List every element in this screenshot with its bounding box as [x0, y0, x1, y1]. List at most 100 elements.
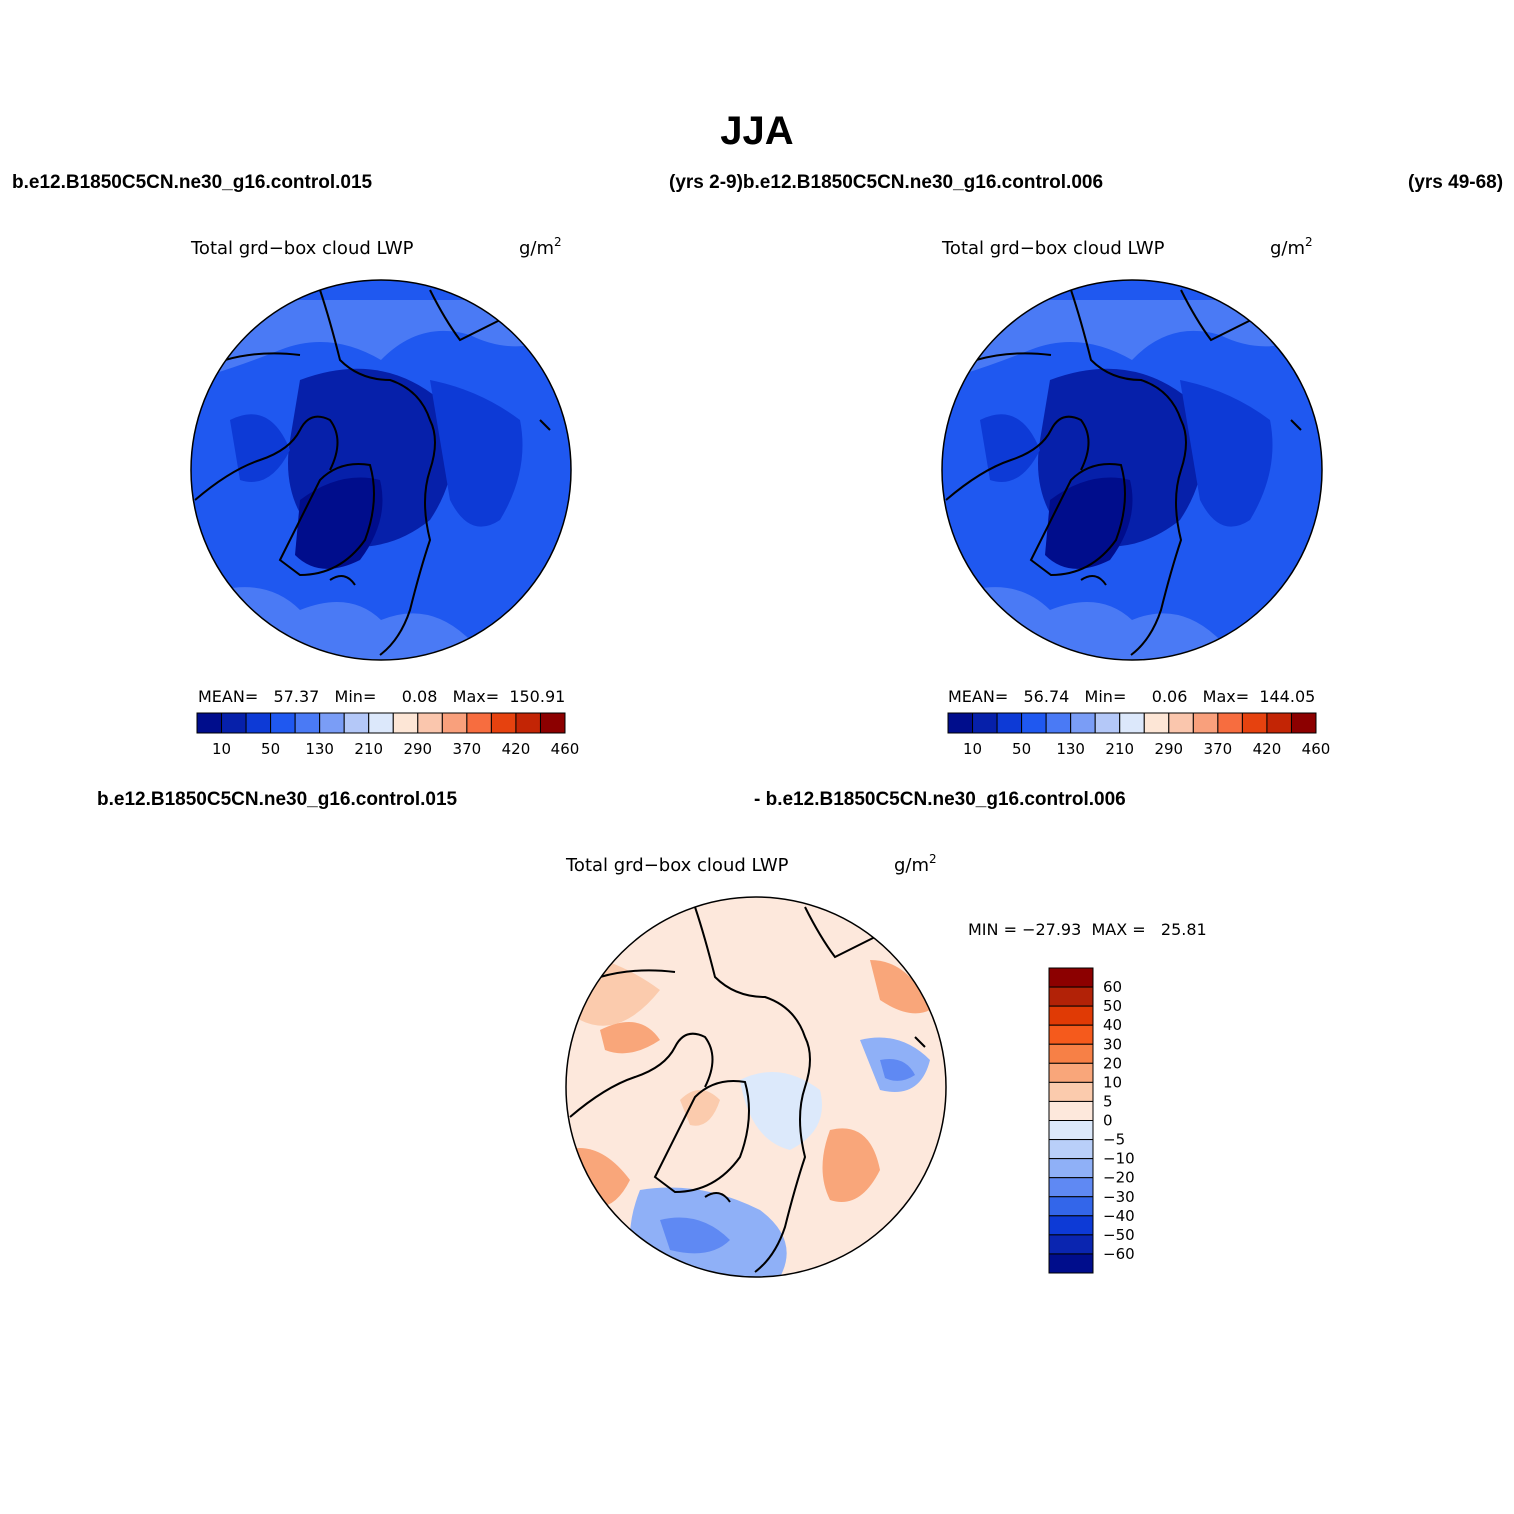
colorbar-tick-label: −10 — [1103, 1150, 1135, 1168]
colorbar-tick-label: 5 — [1103, 1092, 1113, 1110]
colorbar-tick-label: −40 — [1103, 1207, 1135, 1225]
colorbar-swatch — [368, 712, 394, 734]
colorbar-swatch — [196, 712, 223, 734]
colorbar-swatch — [245, 712, 272, 734]
colorbar-swatch — [1021, 712, 1047, 734]
panel-diff: Total grd−box cloud LWP g/m2 — [565, 852, 1207, 1278]
colorbar-swatch — [1192, 712, 1219, 734]
panel-right-stats: MEAN= 56.74 Min= 0.06 Max= 144.05 — [948, 687, 1315, 706]
colorbar-tick-label: 50 — [1103, 997, 1122, 1015]
colorbar-swatch — [417, 712, 443, 734]
colorbar-swatch — [1241, 712, 1268, 734]
colorbar-swatch — [947, 712, 974, 734]
polar-map-left — [191, 280, 571, 660]
coastlines-diff — [569, 906, 926, 1273]
colorbar-swatch — [539, 712, 566, 734]
diff-header-left: b.e12.B1850C5CN.ne30_g16.control.015 — [97, 789, 458, 810]
colorbar-swatch — [490, 712, 517, 734]
colorbar-tick-label: 290 — [403, 740, 432, 758]
colorbar-swatch — [319, 712, 345, 734]
colorbar-swatch — [1217, 712, 1243, 734]
colorbar-swatch — [1266, 712, 1292, 734]
colorbar-tick-label: 50 — [261, 740, 280, 758]
colorbar-swatch — [294, 712, 321, 734]
colorbar-swatch — [343, 712, 370, 734]
header-right: (yrs 49-68) — [1408, 172, 1503, 193]
colorbar-swatch — [1048, 1005, 1094, 1026]
polar-map-right — [942, 280, 1322, 660]
colorbar-swatch — [1048, 1234, 1094, 1255]
colorbar-swatch — [1048, 1024, 1094, 1045]
panel-diff-variable: Total grd−box cloud LWP — [565, 855, 789, 876]
colorbar-swatch — [1048, 1081, 1094, 1102]
colorbar-swatch — [1048, 1177, 1094, 1198]
colorbar-swatch — [1045, 712, 1072, 734]
colorbar-tick-label: 210 — [354, 740, 383, 758]
colorbar-tick-label: 30 — [1103, 1035, 1122, 1053]
colorbar-swatch — [1119, 712, 1145, 734]
coastlines-left — [194, 289, 551, 656]
panel-left-stats: MEAN= 57.37 Min= 0.08 Max= 150.91 — [198, 687, 565, 706]
colorbar-swatch — [221, 712, 247, 734]
polar-map-diff — [566, 897, 946, 1277]
panel-right: Total grd−box cloud LWP g/m2 MEAN= 56.74… — [941, 235, 1330, 758]
panel-left-variable: Total grd−box cloud LWP — [190, 238, 414, 259]
colorbar-tick-label: 460 — [551, 740, 580, 758]
colorbar-swatch — [392, 712, 419, 734]
colorbar-tick-label: 40 — [1103, 1016, 1122, 1034]
colorbar-swatch — [1048, 1196, 1094, 1217]
colorbar-swatch — [1048, 1100, 1094, 1121]
colorbar-swatch — [972, 712, 998, 734]
colorbar-tick-label: −60 — [1103, 1245, 1135, 1263]
colorbar-tick-label: 10 — [212, 740, 231, 758]
header-mid: (yrs 2-9)b.e12.B1850C5CN.ne30_g16.contro… — [669, 172, 1103, 193]
colorbar-left: 10 50 130 210 290 370 420 460 — [196, 712, 580, 758]
colorbar-right: 10 50 130 210 290 370 420 460 — [947, 712, 1331, 758]
colorbar-swatch — [1143, 712, 1170, 734]
colorbar-tick-label: −30 — [1103, 1188, 1135, 1206]
colorbar-swatch — [1168, 712, 1194, 734]
colorbar-tick-label: 370 — [1204, 740, 1233, 758]
colorbar-swatch — [1048, 1139, 1094, 1160]
colorbar-tick-label: 130 — [1056, 740, 1085, 758]
colorbar-tick-label: 0 — [1103, 1112, 1113, 1130]
colorbar-swatch — [1290, 712, 1317, 734]
colorbar-swatch — [1048, 1158, 1094, 1179]
panel-right-units: g/m2 — [1270, 235, 1313, 259]
colorbar-tick-label: −5 — [1103, 1131, 1125, 1149]
colorbar-tick-label: 420 — [1253, 740, 1282, 758]
colorbar-swatch — [1048, 967, 1094, 988]
colorbar-swatch — [1094, 712, 1121, 734]
colorbar-swatch — [1048, 1215, 1094, 1236]
colorbar-swatch — [1048, 986, 1094, 1007]
colorbar-swatch — [515, 712, 541, 734]
colorbar-tick-label: 50 — [1012, 740, 1031, 758]
colorbar-tick-label: 210 — [1105, 740, 1134, 758]
header-left: b.e12.B1850C5CN.ne30_g16.control.015 — [12, 172, 373, 193]
diff-header-right: - b.e12.B1850C5CN.ne30_g16.control.006 — [754, 789, 1126, 810]
map-boundary-left — [190, 279, 572, 661]
figure-title: JJA — [720, 109, 793, 153]
colorbar-tick-label: −20 — [1103, 1169, 1135, 1187]
colorbar-tick-label: 460 — [1302, 740, 1331, 758]
colorbar-swatch — [1048, 1120, 1094, 1141]
colorbar-swatch — [466, 712, 492, 734]
colorbar-swatch — [270, 712, 296, 734]
map-boundary-right — [941, 279, 1323, 661]
colorbar-tick-label: 370 — [453, 740, 482, 758]
panel-diff-stats: MIN = −27.93 MAX = 25.81 — [968, 920, 1207, 939]
colorbar-tick-label: 20 — [1103, 1054, 1122, 1072]
colorbar-tick-label: 10 — [963, 740, 982, 758]
panel-left: Total grd−box cloud LWP g/m2 MEAN= 57.37… — [190, 235, 579, 758]
colorbar-swatch — [996, 712, 1023, 734]
map-boundary-diff — [565, 896, 947, 1278]
panel-diff-units: g/m2 — [894, 852, 937, 876]
colorbar-tick-label: 420 — [502, 740, 531, 758]
colorbar-tick-label: 130 — [305, 740, 334, 758]
colorbar-swatch — [441, 712, 468, 734]
colorbar-tick-label: −50 — [1103, 1226, 1135, 1244]
panel-right-variable: Total grd−box cloud LWP — [941, 238, 1165, 259]
coastlines-right — [945, 289, 1302, 656]
